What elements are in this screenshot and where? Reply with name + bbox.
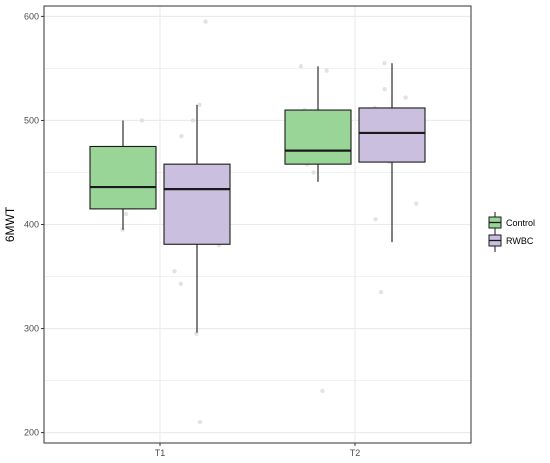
box-body	[358, 107, 426, 163]
data-point	[172, 269, 177, 274]
box-rwbc-t1	[163, 104, 231, 333]
data-point	[298, 64, 304, 69]
data-point	[320, 388, 325, 394]
data-point	[203, 19, 208, 24]
data-point	[382, 87, 387, 92]
box-rwbc-t2	[358, 63, 426, 243]
y-tick-label: 600	[24, 11, 39, 21]
box-control-t1	[89, 120, 157, 230]
data-point	[178, 281, 184, 287]
data-point	[382, 61, 387, 66]
data-point	[414, 201, 419, 206]
legend: Control RWBC	[488, 212, 535, 252]
x-tick-label: T2	[350, 448, 361, 458]
legend-item-control: Control	[488, 212, 535, 234]
box-body	[89, 145, 157, 210]
y-tick-label: 400	[24, 220, 39, 230]
data-point	[197, 102, 202, 108]
axis-layer: 200 300 400 500 600 T1 T2	[24, 11, 360, 458]
data-point	[194, 331, 199, 336]
data-point	[311, 170, 316, 175]
grid-layer	[44, 6, 471, 443]
y-axis-title: 6MWT	[3, 206, 17, 242]
data-point	[403, 95, 408, 100]
data-point	[179, 133, 184, 139]
data-point	[373, 217, 378, 222]
box-body	[163, 163, 231, 245]
legend-item-rwbc: RWBC	[488, 230, 534, 252]
data-point	[190, 118, 196, 123]
data-point	[197, 419, 203, 425]
y-tick-label: 500	[24, 115, 39, 125]
x-tick-label: T1	[155, 448, 166, 458]
y-tick-label: 300	[24, 324, 39, 334]
data-point	[324, 68, 329, 73]
jitter-points-layer	[99, 19, 419, 425]
y-tick-label: 200	[24, 428, 39, 438]
data-point	[123, 211, 129, 217]
data-point	[378, 289, 384, 295]
box-control-t2	[284, 66, 352, 182]
legend-label: RWBC	[506, 236, 534, 246]
data-point	[139, 118, 145, 123]
box-body	[284, 109, 352, 165]
legend-label: Control	[506, 218, 535, 228]
boxes-layer	[89, 63, 426, 333]
